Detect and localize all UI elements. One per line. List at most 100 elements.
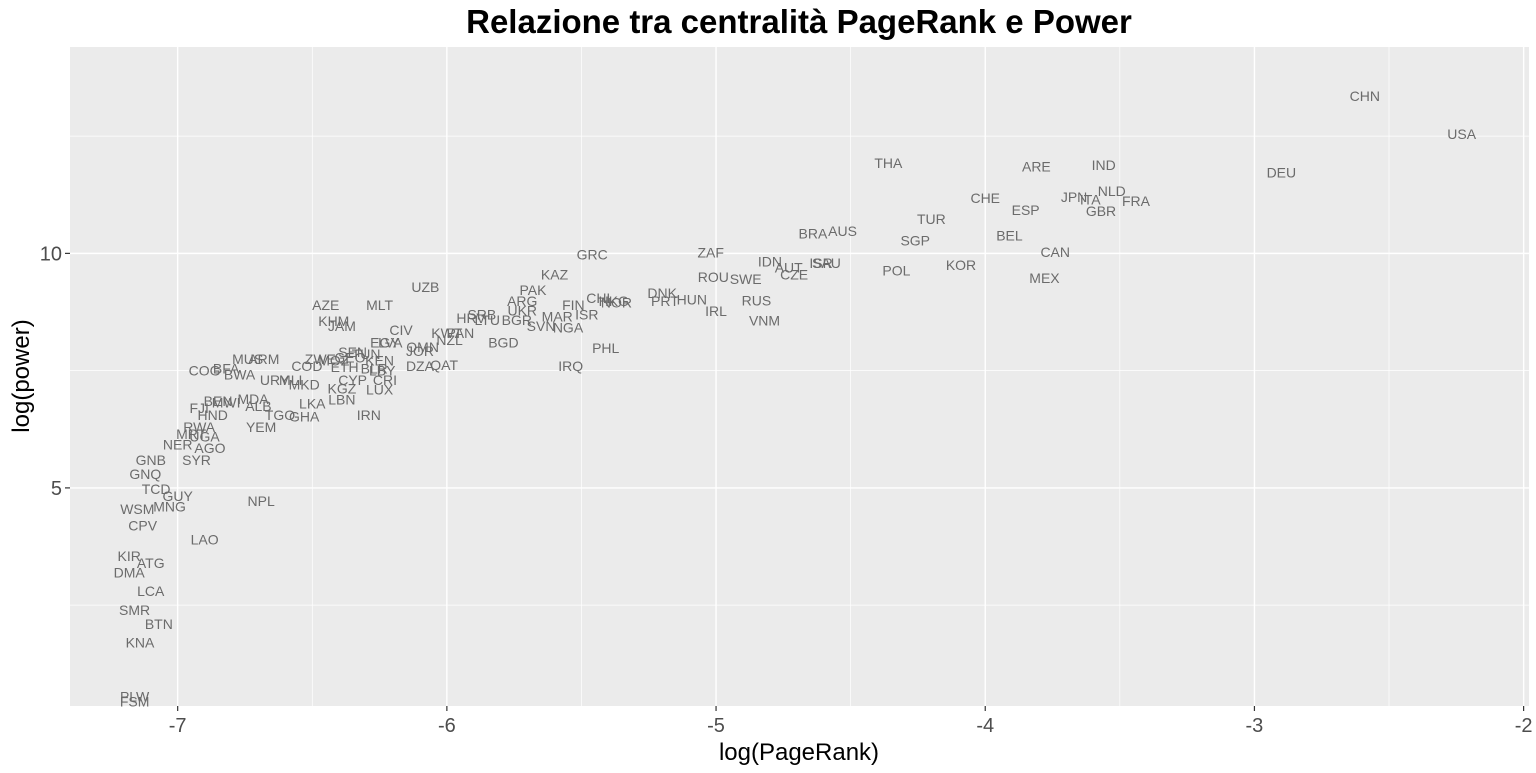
point-label-blr: BLR: [361, 360, 388, 376]
point-label-zwe: ZWE: [305, 351, 336, 367]
point-label-hun: HUN: [677, 291, 707, 307]
point-label-btn: BTN: [145, 616, 173, 632]
point-label-pol: POL: [882, 263, 910, 279]
point-label-grc: GRC: [577, 246, 608, 262]
point-label-cog: COG: [189, 363, 221, 379]
point-label-kor: KOR: [946, 257, 976, 273]
point-label-ind: IND: [1092, 157, 1116, 173]
point-label-civ: CIV: [389, 322, 413, 338]
point-label-mkd: MKD: [289, 377, 320, 393]
point-label-che: CHE: [970, 190, 1000, 206]
point-label-mar: MAR: [542, 309, 573, 325]
point-label-nzl: NZL: [436, 332, 463, 348]
point-label-cpv: CPV: [128, 517, 157, 533]
point-label-mng: MNG: [153, 499, 186, 515]
point-label-kir: KIR: [118, 548, 141, 564]
point-label-hkg: HKG: [599, 293, 629, 309]
point-label-prt: PRT: [651, 293, 679, 309]
point-label-rou: ROU: [698, 269, 729, 285]
point-label-arg: ARG: [507, 293, 537, 309]
point-label-tgo: TGO: [265, 407, 295, 423]
point-label-zaf: ZAF: [697, 244, 723, 260]
point-label-npl: NPL: [248, 493, 275, 509]
point-label-qat: QAT: [430, 357, 458, 373]
point-label-vnm: VNM: [749, 312, 780, 328]
point-label-ita: ITA: [1080, 191, 1101, 207]
plot-panel: [70, 47, 1529, 706]
point-label-are: ARE: [1022, 159, 1051, 175]
point-label-wsm: WSM: [120, 501, 154, 517]
point-label-tha: THA: [874, 155, 903, 171]
point-label-bra: BRA: [799, 226, 828, 242]
point-label-phl: PHL: [592, 340, 619, 356]
point-label-jpn: JPN: [1061, 189, 1087, 205]
point-label-bfa: BFA: [213, 360, 240, 376]
point-label-chl: CHL: [586, 290, 614, 306]
point-label-can: CAN: [1040, 244, 1070, 260]
point-label-uzb: UZB: [411, 279, 439, 295]
point-label-ukr: UKR: [507, 303, 537, 319]
point-label-aut: AUT: [775, 259, 803, 275]
point-label-gha: GHA: [289, 409, 320, 425]
point-label-cod: COD: [291, 358, 322, 374]
point-label-lux: LUX: [366, 381, 394, 397]
point-label-uga: UGA: [189, 428, 220, 444]
point-label-fsm: FSM: [120, 693, 150, 709]
y-tick-label: 10: [40, 243, 62, 265]
point-label-kwt: KWT: [431, 325, 463, 341]
y-axis: 5 10: [40, 243, 70, 500]
point-label-syr: SYR: [182, 452, 211, 468]
point-label-ner: NER: [163, 436, 193, 452]
point-label-lca: LCA: [137, 583, 165, 599]
point-label-geo: GEO: [334, 350, 365, 366]
point-label-irq: IRQ: [558, 358, 583, 374]
y-tick-label: 5: [51, 478, 62, 500]
x-tick-label: -6: [438, 715, 456, 737]
point-label-ago: AGO: [194, 440, 225, 456]
x-tick-label: -2: [1515, 715, 1533, 737]
grid-lines: [70, 47, 1529, 706]
point-label-hrv: HRV: [456, 310, 486, 326]
point-label-guy: GUY: [163, 488, 194, 504]
point-label-mus: MUS: [232, 351, 263, 367]
point-label-lva: LVA: [378, 334, 403, 350]
x-tick-label: -5: [707, 715, 725, 737]
point-label-mda: MDA: [237, 391, 269, 407]
point-label-mex: MEX: [1029, 270, 1060, 286]
point-label-bgr: BGR: [502, 312, 532, 328]
point-label-nld: NLD: [1098, 183, 1126, 199]
x-tick-label: -4: [976, 715, 994, 737]
point-label-dza: DZA: [406, 358, 435, 374]
point-label-srb: SRB: [467, 306, 496, 322]
point-label-cri: CRI: [373, 372, 397, 388]
point-label-ben: BEN: [204, 393, 233, 409]
point-label-fra: FRA: [1122, 193, 1151, 209]
point-label-fin: FIN: [562, 297, 585, 313]
point-label-egy: EGY: [370, 334, 400, 350]
point-label-bel: BEL: [996, 228, 1023, 244]
point-label-aze: AZE: [312, 297, 339, 313]
x-tick-label: -3: [1246, 715, 1264, 737]
point-label-hnd: HND: [197, 407, 227, 423]
point-label-mli: MLI: [279, 372, 302, 388]
point-label-tun: TUN: [352, 346, 381, 362]
point-label-lbn: LBN: [328, 392, 355, 408]
point-label-rus: RUS: [742, 292, 772, 308]
point-label-svn: SVN: [527, 318, 556, 334]
point-label-smr: SMR: [119, 602, 150, 618]
point-label-mrt: MRT: [176, 426, 207, 442]
point-label-bwa: BWA: [224, 366, 256, 382]
point-label-lby: LBY: [369, 363, 396, 379]
point-label-sgp: SGP: [900, 233, 930, 249]
point-label-irl: IRL: [705, 303, 727, 319]
point-label-bgd: BGD: [488, 334, 518, 350]
point-label-ken: KEN: [365, 352, 394, 368]
point-label-gnb: GNB: [136, 452, 166, 468]
point-label-tcd: TCD: [142, 481, 171, 497]
point-label-yem: YEM: [246, 419, 276, 435]
point-label-mwi: MWI: [212, 395, 241, 411]
point-label-rwa: RWA: [183, 419, 216, 435]
point-label-fji: FJI: [189, 400, 208, 416]
